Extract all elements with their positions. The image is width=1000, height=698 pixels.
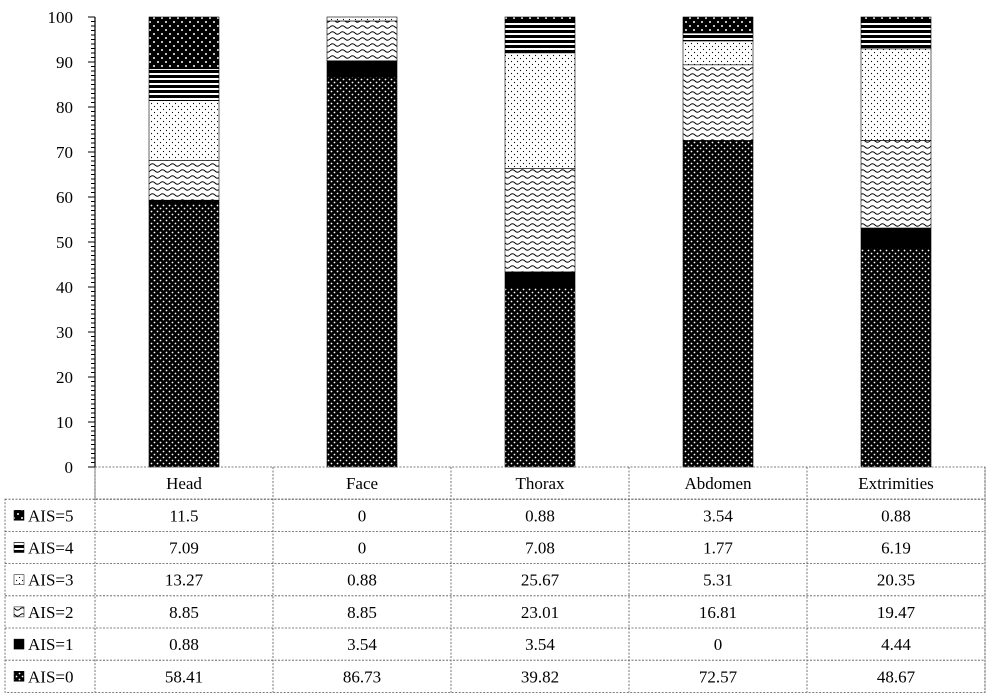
data-label: 0.88 <box>347 571 377 590</box>
data-label: 39.82 <box>521 667 559 686</box>
bar-segment-abdomen-ais3 <box>682 40 754 66</box>
y-tick-label: 70 <box>56 143 73 162</box>
y-axis: 0 10 20 30 40 50 60 70 80 90 100 <box>48 8 96 477</box>
y-tick-label: 0 <box>65 458 74 477</box>
data-label: 0 <box>358 506 367 525</box>
data-label: 7.09 <box>169 539 199 558</box>
legend-key <box>13 542 25 553</box>
bar-segment-face-ais3 <box>326 16 398 22</box>
category-label: Abdomen <box>684 474 752 493</box>
bar-segment-extrimities-ais4 <box>860 20 932 50</box>
table-header-border <box>94 466 986 500</box>
bar-segment-thorax-ais4 <box>504 20 576 54</box>
data-label: 11.5 <box>169 506 198 525</box>
legend-label: AIS=0 <box>28 667 73 686</box>
legend-key <box>13 671 25 682</box>
legend-key <box>13 510 25 521</box>
data-label: 3.54 <box>525 635 555 654</box>
data-label: 3.54 <box>347 635 377 654</box>
bar-segment-thorax-ais5 <box>504 16 576 22</box>
data-label: 58.41 <box>165 667 203 686</box>
data-table: Head Face Thorax Abdomen Extrimities AIS=5 11.… <box>4 466 986 693</box>
legend-key <box>13 606 25 618</box>
category-label: Extrimities <box>858 474 934 493</box>
data-label: 8.85 <box>169 603 199 622</box>
data-label: 1.77 <box>703 539 733 558</box>
bar-segment-extrimities-ais0 <box>860 247 932 468</box>
data-label: 6.19 <box>881 539 911 558</box>
bar-segment-thorax-ais2 <box>504 168 576 273</box>
data-label: 72.57 <box>699 667 738 686</box>
legend-label: AIS=2 <box>28 603 73 622</box>
data-label: 0.88 <box>169 635 199 654</box>
category-label: Thorax <box>515 474 565 493</box>
bar-segment-face-ais2 <box>326 20 398 62</box>
data-label: 3.54 <box>703 506 733 525</box>
bar-segment-extrimities-ais3 <box>860 48 932 141</box>
bar-segment-face-ais1 <box>326 60 398 78</box>
bar-segment-extrimities-ais1 <box>860 227 932 249</box>
bar-segment-head-ais1 <box>148 199 220 205</box>
data-label: 0 <box>714 635 723 654</box>
data-label: 0 <box>358 539 367 558</box>
legend-label: AIS=1 <box>28 635 73 654</box>
y-tick-label: 80 <box>56 98 73 117</box>
y-tick-label: 60 <box>56 188 73 207</box>
data-label: 19.47 <box>877 603 916 622</box>
data-label: 0.88 <box>881 506 911 525</box>
data-label: 16.81 <box>699 603 737 622</box>
y-tick-label: 10 <box>56 413 73 432</box>
y-tick-label: 50 <box>56 233 73 252</box>
bar-segment-head-ais3 <box>148 100 220 161</box>
bar-segment-thorax-ais0 <box>504 287 576 468</box>
data-label: 0.88 <box>525 506 555 525</box>
bar-segment-thorax-ais1 <box>504 271 576 289</box>
bar-segment-abdomen-ais4 <box>682 32 754 42</box>
bar-segment-thorax-ais3 <box>504 52 576 169</box>
bar-segment-abdomen-ais0 <box>682 140 754 468</box>
category-label: Face <box>346 474 378 493</box>
data-label: 20.35 <box>877 571 915 590</box>
data-label: 13.27 <box>165 571 204 590</box>
legend-key <box>13 574 25 585</box>
legend-key <box>13 638 25 650</box>
legend-label: AIS=5 <box>28 506 73 525</box>
data-label: 5.31 <box>703 571 733 590</box>
bar-segment-head-ais4 <box>148 68 220 101</box>
data-label: 86.73 <box>343 667 381 686</box>
y-tick-label: 20 <box>56 368 73 387</box>
legend-label: AIS=4 <box>28 539 74 558</box>
y-tick-label: 30 <box>56 323 73 342</box>
bar-segment-abdomen-ais2 <box>682 64 754 141</box>
bar-segment-head-ais5 <box>148 16 220 70</box>
data-label: 25.67 <box>521 571 560 590</box>
data-label: 8.85 <box>347 603 377 622</box>
category-label: Head <box>166 474 202 493</box>
bar-segment-head-ais2 <box>148 160 220 201</box>
data-label: 48.67 <box>877 667 916 686</box>
data-label: 23.01 <box>521 603 559 622</box>
data-label: 7.08 <box>525 539 555 558</box>
bar-segment-head-ais0 <box>148 203 220 468</box>
table-body-border <box>4 498 986 693</box>
bar-segment-extrimities-ais5 <box>860 16 932 22</box>
y-tick-label: 90 <box>56 53 73 72</box>
bars <box>148 16 932 468</box>
legend-label: AIS=3 <box>28 571 73 590</box>
data-label: 4.44 <box>881 635 911 654</box>
bar-segment-extrimities-ais2 <box>860 140 932 229</box>
bar-segment-face-ais0 <box>326 76 398 468</box>
y-tick-label: 100 <box>48 8 74 27</box>
bar-segment-abdomen-ais5 <box>682 16 754 34</box>
y-tick-label: 40 <box>56 278 73 297</box>
